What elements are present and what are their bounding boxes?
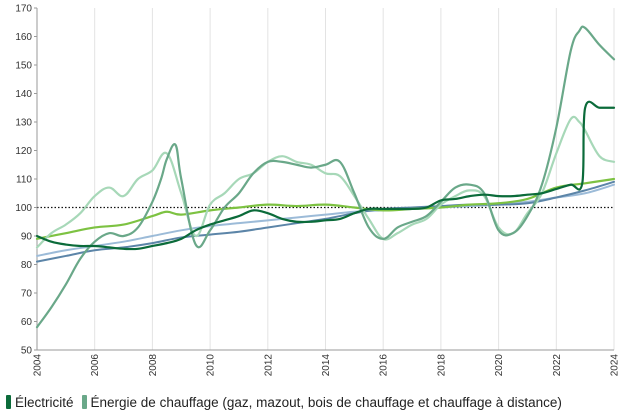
y-tick-120: 120: [15, 146, 32, 157]
x-tick-2010: 2010: [206, 354, 217, 377]
y-tick-90: 90: [21, 232, 33, 243]
y-tick-130: 130: [15, 118, 32, 129]
y-tick-labels: 50 60 70 80 90 100 110 120 130 140 150 160 170: [15, 4, 32, 357]
axes: [34, 7, 614, 351]
y-tick-60: 60: [21, 317, 33, 328]
grid-lines: [36, 8, 615, 350]
y-tick-80: 80: [21, 260, 33, 271]
y-tick-100: 100: [15, 203, 32, 214]
x-tick-2012: 2012: [263, 354, 274, 377]
series-line-4: [36, 180, 615, 263]
series-lines: [35, 25, 616, 329]
series-line-3: [35, 177, 616, 240]
x-tick-2014: 2014: [321, 354, 332, 377]
x-tick-2024: 2024: [610, 354, 621, 377]
series-line-1: [35, 25, 616, 329]
y-tick-140: 140: [15, 89, 32, 100]
legend-swatch-electricite: [6, 395, 11, 409]
series-line-0: [35, 100, 616, 251]
series-line-5: [36, 183, 615, 257]
x-tick-2022: 2022: [552, 354, 563, 377]
x-tick-2016: 2016: [379, 354, 390, 377]
y-tick-150: 150: [15, 61, 32, 72]
x-tick-labels: 2004 2006 2008 2010 2012 2014 2016 2018 2020 2022…: [33, 354, 621, 377]
legend-swatch-energie-chauffage: [81, 395, 87, 409]
x-tick-2020: 2020: [494, 354, 505, 377]
legend-item-electricite: Électricité: [6, 395, 74, 410]
x-tick-2008: 2008: [148, 354, 159, 377]
x-tick-2018: 2018: [436, 354, 447, 377]
x-tick-2006: 2006: [90, 354, 101, 377]
y-tick-70: 70: [21, 289, 33, 300]
series-line-2: [35, 115, 616, 249]
legend-item-energie-chauffage: Énergie de chauffage (gaz, mazout, bois …: [81, 394, 562, 410]
x-tick-2004: 2004: [33, 354, 44, 377]
y-tick-110: 110: [16, 175, 32, 186]
y-tick-170: 170: [15, 4, 32, 15]
legend: Électricité Énergie de chauffage (gaz, m…: [6, 393, 570, 411]
y-tick-160: 160: [15, 32, 32, 43]
legend-label-electricite: Électricité: [15, 394, 74, 410]
y-tick-50: 50: [21, 346, 33, 357]
legend-label-energie-chauffage: Énergie de chauffage (gaz, mazout, bois …: [90, 394, 562, 410]
